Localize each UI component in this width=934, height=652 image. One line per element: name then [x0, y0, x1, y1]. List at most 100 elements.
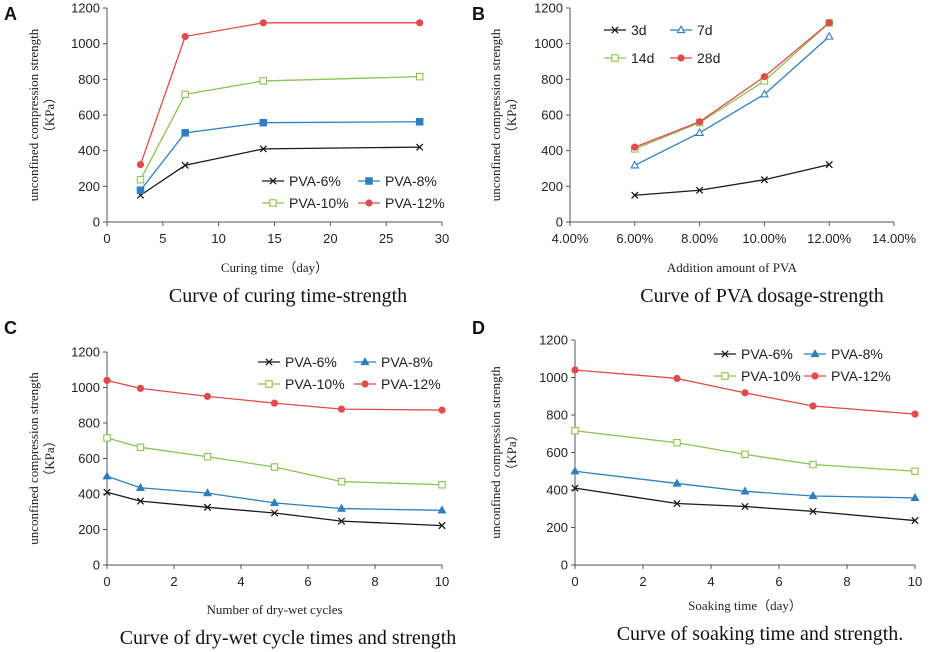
panel-caption: Curve of curing time-strength — [169, 285, 407, 307]
data-point — [759, 89, 769, 98]
series-3d — [631, 160, 833, 199]
data-point — [203, 392, 212, 400]
panel-letter: D — [472, 318, 485, 338]
x-tick-label: 0 — [103, 574, 110, 589]
data-point — [740, 486, 750, 495]
data-point — [571, 484, 579, 492]
legend-marker — [611, 26, 619, 34]
series-pva-6- — [136, 143, 424, 199]
data-point — [181, 90, 189, 99]
data-point — [824, 31, 834, 40]
data-point — [571, 426, 579, 435]
panel-caption: Curve of soaking time and strength. — [617, 623, 904, 645]
y-tick-label: 400 — [78, 487, 100, 502]
data-point — [337, 477, 346, 486]
x-tick-label: 14.00% — [872, 231, 917, 246]
legend-label: PVA-8% — [831, 346, 883, 362]
legend-label: 28d — [697, 50, 720, 66]
x-tick-label: 10 — [435, 574, 449, 589]
legend-label: PVA-10% — [741, 368, 801, 384]
y-tick-label: 800 — [541, 72, 563, 87]
data-point — [136, 160, 145, 169]
data-point — [438, 521, 446, 530]
series-pva-6- — [571, 484, 919, 525]
panel-D: D 0 200 400 600 800 1000 1200 0 2 4 6 8 10 unconfined … — [472, 318, 922, 645]
data-point — [695, 186, 704, 194]
data-point — [103, 434, 111, 442]
legend-marker — [811, 372, 819, 380]
y-axis-unit: （KPa） — [42, 91, 57, 139]
y-tick-label: 1000 — [534, 36, 563, 51]
legend-marker — [611, 54, 619, 62]
data-point — [269, 497, 280, 507]
y-tick-label: 0 — [556, 215, 563, 230]
data-point — [809, 460, 817, 469]
legend-marker — [676, 25, 686, 34]
legend: PVA-6% PVA-8% PVA-10% PVA-12% — [714, 346, 891, 384]
series-line — [634, 22, 830, 150]
y-tick-label: 600 — [78, 451, 100, 466]
series-line — [139, 22, 420, 165]
y-tick-label: 800 — [546, 408, 568, 423]
series-pva-10- — [571, 426, 919, 475]
y-tick-label: 400 — [541, 143, 563, 158]
x-tick-label: 8 — [843, 574, 850, 589]
legend-marker — [265, 358, 273, 366]
panel-letter: A — [4, 4, 17, 24]
x-tick-label: 25 — [379, 231, 393, 246]
legend: PVA-6% PVA-8% PVA-10% PVA-12% — [258, 354, 441, 392]
data-point — [911, 410, 919, 418]
y-tick-label: 600 — [546, 445, 568, 460]
data-point — [808, 491, 818, 500]
x-tick-label: 2 — [170, 574, 177, 589]
data-point — [203, 452, 212, 461]
x-axis-label: Soaking time（day） — [688, 598, 802, 613]
y-axis-label: unconfined compression strength — [26, 372, 41, 545]
legend-marker — [677, 54, 685, 62]
data-point — [695, 118, 704, 126]
data-point — [415, 72, 424, 81]
data-point — [270, 509, 279, 517]
panel-caption: Curve of PVA dosage-strength — [640, 285, 884, 307]
data-point — [438, 406, 446, 414]
data-point — [673, 374, 681, 383]
data-point — [741, 450, 749, 459]
data-point — [760, 73, 769, 81]
data-point — [631, 143, 639, 151]
data-point — [673, 499, 681, 508]
data-point — [741, 389, 749, 397]
series-pva-12- — [571, 366, 919, 418]
x-tick-label: 20 — [323, 231, 337, 246]
y-axis-label: unconfined compression strength — [26, 28, 41, 201]
y-tick-label: 200 — [78, 179, 100, 194]
data-point — [438, 481, 446, 489]
legend-label: PVA-12% — [381, 376, 441, 392]
series-pva-10- — [136, 72, 424, 184]
x-tick-label: 15 — [267, 231, 281, 246]
legend-label: PVA-6% — [285, 354, 337, 370]
x-tick-label: 4 — [237, 574, 244, 589]
legend-label: PVA-10% — [289, 195, 349, 211]
series-pva-8- — [102, 471, 447, 514]
data-point — [825, 160, 833, 169]
y-tick-label: 400 — [546, 483, 568, 498]
legend-label: PVA-8% — [381, 354, 433, 370]
series-14d — [631, 19, 833, 153]
series-line — [634, 163, 830, 196]
data-point — [259, 118, 268, 127]
data-point — [135, 482, 146, 491]
data-point — [695, 127, 705, 136]
data-point — [203, 503, 212, 511]
data-point — [259, 19, 267, 27]
x-tick-label: 4.00% — [552, 231, 589, 246]
data-point — [259, 77, 268, 85]
x-tick-label: 6 — [304, 574, 311, 589]
panel-letter: B — [472, 4, 485, 24]
legend-marker — [365, 199, 373, 207]
x-axis-label: Curing time（day） — [221, 260, 328, 275]
series-line — [106, 379, 443, 411]
legend-label: 7d — [697, 22, 713, 38]
series-line — [634, 22, 830, 148]
y-tick-label: 600 — [541, 108, 563, 123]
series-pva-12- — [103, 376, 446, 414]
